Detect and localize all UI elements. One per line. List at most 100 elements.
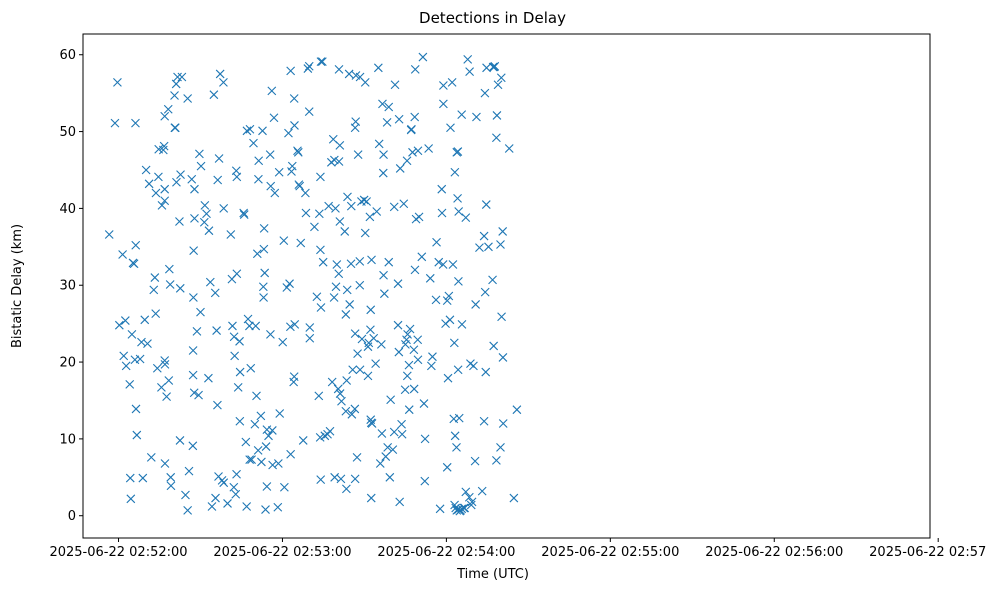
data-point-marker (378, 168, 388, 178)
data-point-marker (258, 126, 267, 136)
data-point-marker (404, 405, 414, 415)
data-point-marker (443, 373, 453, 383)
data-point-marker (374, 139, 384, 149)
data-point-marker (386, 395, 396, 405)
data-point-marker (228, 321, 237, 331)
data-point-marker (202, 209, 211, 219)
data-point-marker (509, 493, 519, 503)
data-point-marker (448, 260, 458, 269)
data-point-marker (310, 222, 319, 232)
plot-frame (82, 33, 931, 539)
data-point-marker (262, 482, 272, 491)
data-point-marker (413, 146, 423, 156)
data-point-marker (457, 504, 467, 514)
data-point-marker (258, 282, 268, 292)
data-point-marker (350, 474, 360, 484)
data-point-marker (469, 361, 478, 371)
data-point-marker (141, 165, 151, 175)
data-point-marker (407, 124, 416, 134)
data-point-marker (492, 133, 501, 143)
data-point-marker (211, 493, 220, 503)
data-point-marker (256, 411, 266, 421)
data-point-marker (490, 61, 500, 71)
data-point-marker (447, 78, 457, 87)
data-point-marker (345, 300, 355, 309)
data-point-marker (316, 57, 326, 67)
data-point-marker (414, 212, 424, 222)
data-point-marker (409, 345, 419, 355)
data-point-marker (342, 285, 352, 295)
data-point-marker (395, 497, 405, 507)
data-point-marker (127, 330, 137, 339)
data-point-marker (301, 208, 311, 218)
data-point-marker (192, 326, 202, 336)
data-point-marker (452, 505, 462, 515)
data-point-marker (119, 351, 129, 361)
y-tick-label: 60 (59, 48, 76, 63)
data-point-marker (160, 184, 170, 194)
data-point-marker (204, 373, 213, 383)
data-point-marker (315, 432, 325, 442)
data-point-marker (324, 201, 334, 211)
data-point-marker (497, 312, 506, 322)
data-point-marker (405, 324, 415, 334)
data-point-marker (261, 442, 271, 451)
data-point-marker (479, 416, 489, 426)
data-point-marker (366, 325, 375, 335)
data-point-marker (286, 66, 296, 76)
data-point-marker (475, 243, 484, 252)
data-point-marker (125, 473, 135, 483)
data-point-marker (149, 285, 159, 295)
data-point-marker (175, 283, 185, 293)
data-point-marker (373, 63, 383, 73)
data-point-marker (213, 175, 223, 185)
data-point-marker (454, 413, 464, 423)
chart-title: Detections in Delay (419, 9, 566, 27)
data-points (104, 52, 522, 516)
data-point-marker (278, 337, 288, 347)
data-point-marker (175, 217, 184, 226)
data-point-marker (290, 121, 299, 130)
data-point-marker (205, 277, 215, 287)
data-point-marker (252, 249, 262, 259)
y-tick-label: 40 (59, 202, 76, 217)
data-point-marker (289, 372, 299, 382)
data-point-marker (144, 179, 154, 189)
data-point-marker (402, 335, 411, 345)
data-point-marker (188, 346, 198, 355)
data-point-marker (259, 244, 269, 254)
data-point-marker (355, 257, 365, 266)
data-point-marker (173, 72, 182, 82)
data-point-marker (265, 150, 275, 160)
data-point-marker (394, 347, 404, 357)
data-point-marker (334, 269, 344, 279)
data-point-marker (138, 473, 148, 483)
data-point-marker (471, 300, 481, 309)
y-tick-label: 30 (59, 279, 76, 294)
data-point-marker (467, 497, 477, 507)
data-point-marker (177, 72, 187, 82)
data-point-marker (242, 502, 252, 511)
data-point-marker (442, 296, 452, 305)
data-point-marker (425, 273, 435, 283)
data-point-marker (399, 199, 409, 209)
data-point-marker (183, 505, 193, 515)
data-point-marker (353, 349, 362, 358)
data-point-marker (375, 459, 385, 468)
data-point-marker (437, 208, 447, 218)
data-point-marker (121, 361, 131, 371)
data-point-marker (350, 329, 360, 339)
x-axis: 2025-06-22 02:52:00 2025-06-22 02:53:00 20… (49, 538, 987, 560)
data-point-marker (408, 147, 417, 157)
data-point-marker (131, 404, 141, 414)
data-point-marker (460, 503, 470, 513)
data-point-marker (230, 351, 240, 361)
data-point-marker (150, 273, 160, 282)
data-point-marker (335, 389, 345, 398)
x-tick-label: 2025-06-22 02:56:00 (705, 545, 843, 560)
data-point-marker (165, 280, 175, 289)
data-point-marker (164, 264, 174, 274)
data-point-marker (393, 279, 403, 289)
data-point-marker (369, 333, 379, 343)
data-point-marker (481, 367, 491, 377)
